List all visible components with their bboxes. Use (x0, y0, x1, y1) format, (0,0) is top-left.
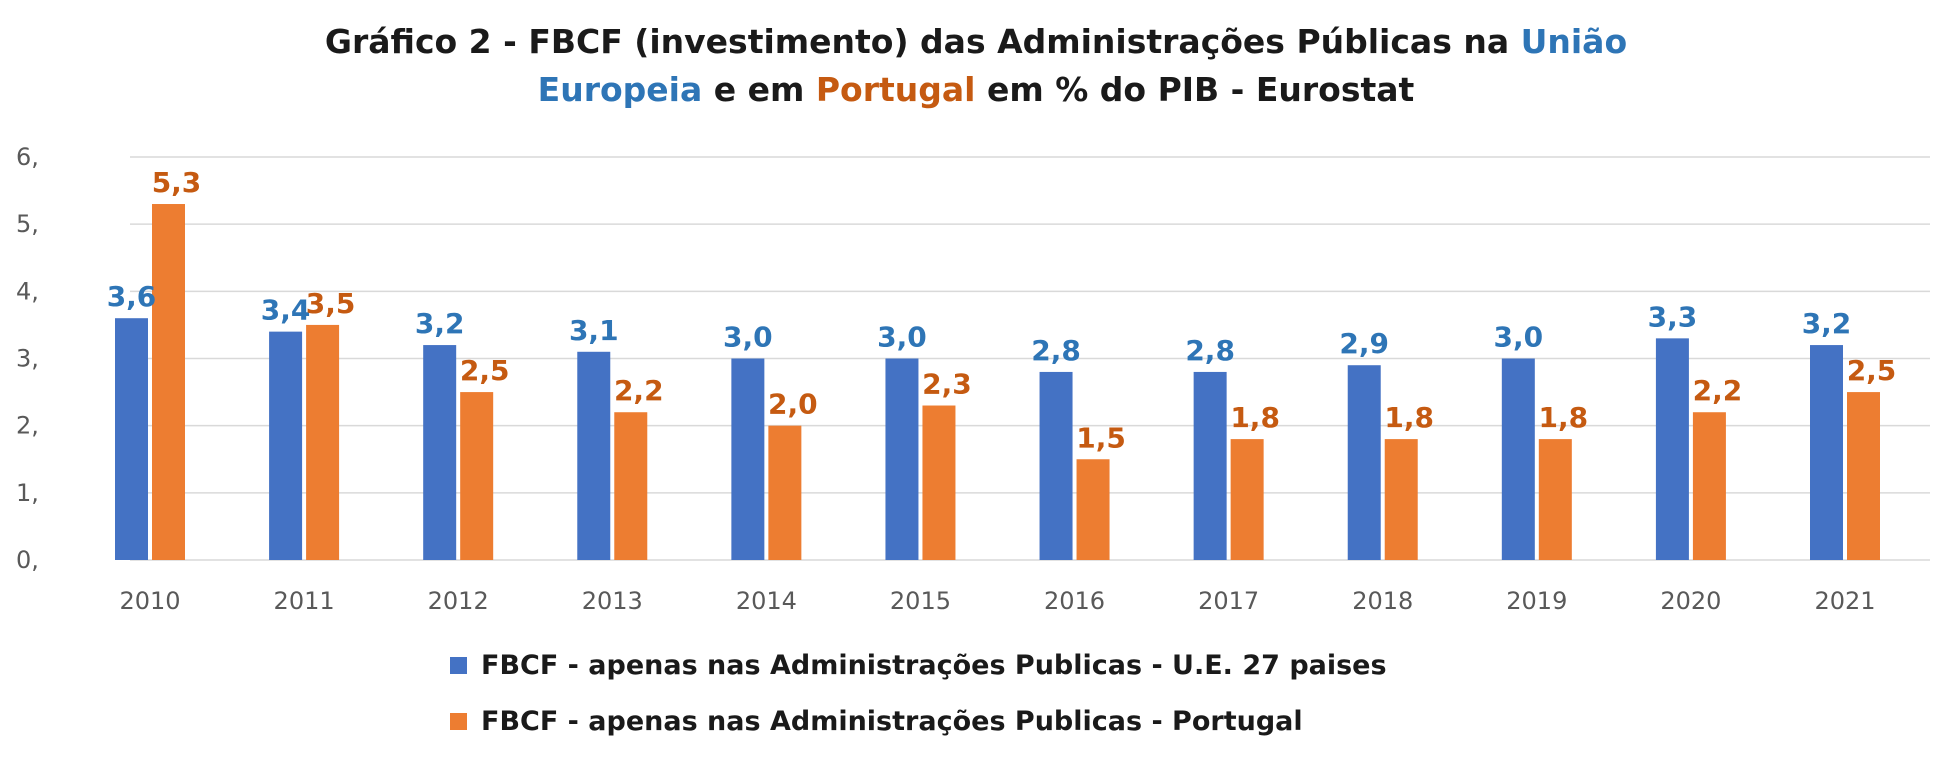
data-label-pt: 1,8 (1384, 401, 1434, 434)
x-tick-label: 2014 (736, 587, 797, 615)
title-pt-word: Portugal (815, 70, 976, 109)
legend-item-pt: FBCF - apenas nas Administrações Publica… (450, 706, 1303, 737)
data-label-eu: 3,4 (261, 294, 311, 327)
bar-eu (1810, 345, 1843, 560)
chart-title: Gráfico 2 - FBCF (investimento) das Admi… (0, 18, 1952, 114)
bar-pt (460, 392, 494, 560)
data-label-pt: 1,8 (1539, 401, 1589, 434)
data-label-pt: 3,5 (306, 287, 356, 320)
data-label-pt: 2,5 (460, 354, 510, 387)
x-tick-label: 2016 (1044, 587, 1105, 615)
bar-eu (115, 318, 148, 560)
x-tick-label: 2015 (890, 587, 951, 615)
data-label-eu: 3,2 (1802, 307, 1852, 340)
data-label-pt: 2,3 (922, 368, 972, 401)
bar-pt (152, 204, 185, 560)
legend-label-pt: FBCF - apenas nas Administrações Publica… (481, 706, 1303, 737)
bar-eu (885, 358, 919, 560)
data-label-eu: 3,1 (569, 314, 619, 347)
x-tick-label: 2021 (1814, 587, 1875, 615)
bar-pt (1847, 392, 1880, 560)
bar-pt (1692, 412, 1726, 560)
chart-title-line-1: Gráfico 2 - FBCF (investimento) das Admi… (0, 18, 1952, 66)
chart-title-line-2: Europeia e em Portugal em % do PIB - Eur… (0, 66, 1952, 114)
bar-pt (1538, 439, 1572, 560)
bar-pt (1230, 439, 1264, 560)
title-suffix: em % do PIB - Eurostat (975, 70, 1415, 109)
title-mid: e em (702, 70, 816, 109)
y-tick-label: 2, (16, 412, 39, 440)
data-label-pt: 2,0 (768, 388, 818, 421)
data-label-pt: 2,2 (1693, 374, 1743, 407)
y-tick-label: 3, (16, 345, 39, 373)
y-tick-label: 5, (16, 210, 39, 238)
bar-eu (1347, 365, 1381, 560)
x-tick-label: 2020 (1660, 587, 1721, 615)
data-label-pt: 1,8 (1230, 401, 1280, 434)
title-eu-word-2: Europeia (537, 70, 703, 109)
title-prefix: Gráfico 2 - FBCF (investimento) das Admi… (324, 22, 1521, 61)
bar-eu (1193, 371, 1227, 560)
legend-label-eu: FBCF - apenas nas Administrações Publica… (481, 650, 1387, 681)
data-label-eu: 3,0 (723, 321, 773, 354)
bar-eu (577, 351, 611, 560)
x-tick-label: 2011 (274, 587, 335, 615)
title-eu-word: União (1520, 22, 1628, 61)
legend-swatch-eu (450, 657, 467, 674)
bar-eu (1655, 338, 1689, 560)
y-tick-label: 4, (16, 277, 39, 305)
x-tick-label: 2010 (119, 587, 180, 615)
data-label-pt: 2,5 (1847, 354, 1897, 387)
data-label-eu: 2,9 (1339, 327, 1389, 360)
bar-eu (731, 358, 765, 560)
data-label-eu: 3,6 (107, 280, 157, 313)
x-tick-label: 2013 (582, 587, 643, 615)
bar-eu (269, 331, 303, 560)
bar-eu (1039, 371, 1073, 560)
legend-swatch-pt (450, 713, 467, 730)
data-label-eu: 2,8 (1031, 334, 1081, 367)
x-tick-label: 2012 (428, 587, 489, 615)
legend-item-eu: FBCF - apenas nas Administrações Publica… (450, 650, 1387, 681)
data-label-pt: 5,3 (152, 166, 202, 199)
data-label-eu: 3,3 (1648, 300, 1698, 333)
bar-pt (1384, 439, 1418, 560)
bar-pt (922, 405, 956, 560)
data-label-eu: 3,0 (877, 321, 927, 354)
data-label-pt: 2,2 (614, 374, 664, 407)
data-label-eu: 2,8 (1185, 334, 1235, 367)
bar-pt (306, 324, 340, 560)
x-tick-label: 2018 (1352, 587, 1413, 615)
bar-pt (768, 425, 802, 560)
y-tick-label: 0, (16, 546, 39, 574)
bar-eu (1501, 358, 1535, 560)
bar-eu (423, 345, 457, 560)
data-label-pt: 1,5 (1076, 421, 1126, 454)
y-tick-label: 1, (16, 479, 39, 507)
data-label-eu: 3,2 (415, 307, 465, 340)
bar-pt (614, 412, 648, 560)
x-tick-label: 2019 (1506, 587, 1567, 615)
data-label-eu: 3,0 (1494, 321, 1544, 354)
bar-pt (1076, 459, 1110, 560)
y-tick-label: 6, (16, 143, 39, 171)
x-tick-label: 2017 (1198, 587, 1259, 615)
